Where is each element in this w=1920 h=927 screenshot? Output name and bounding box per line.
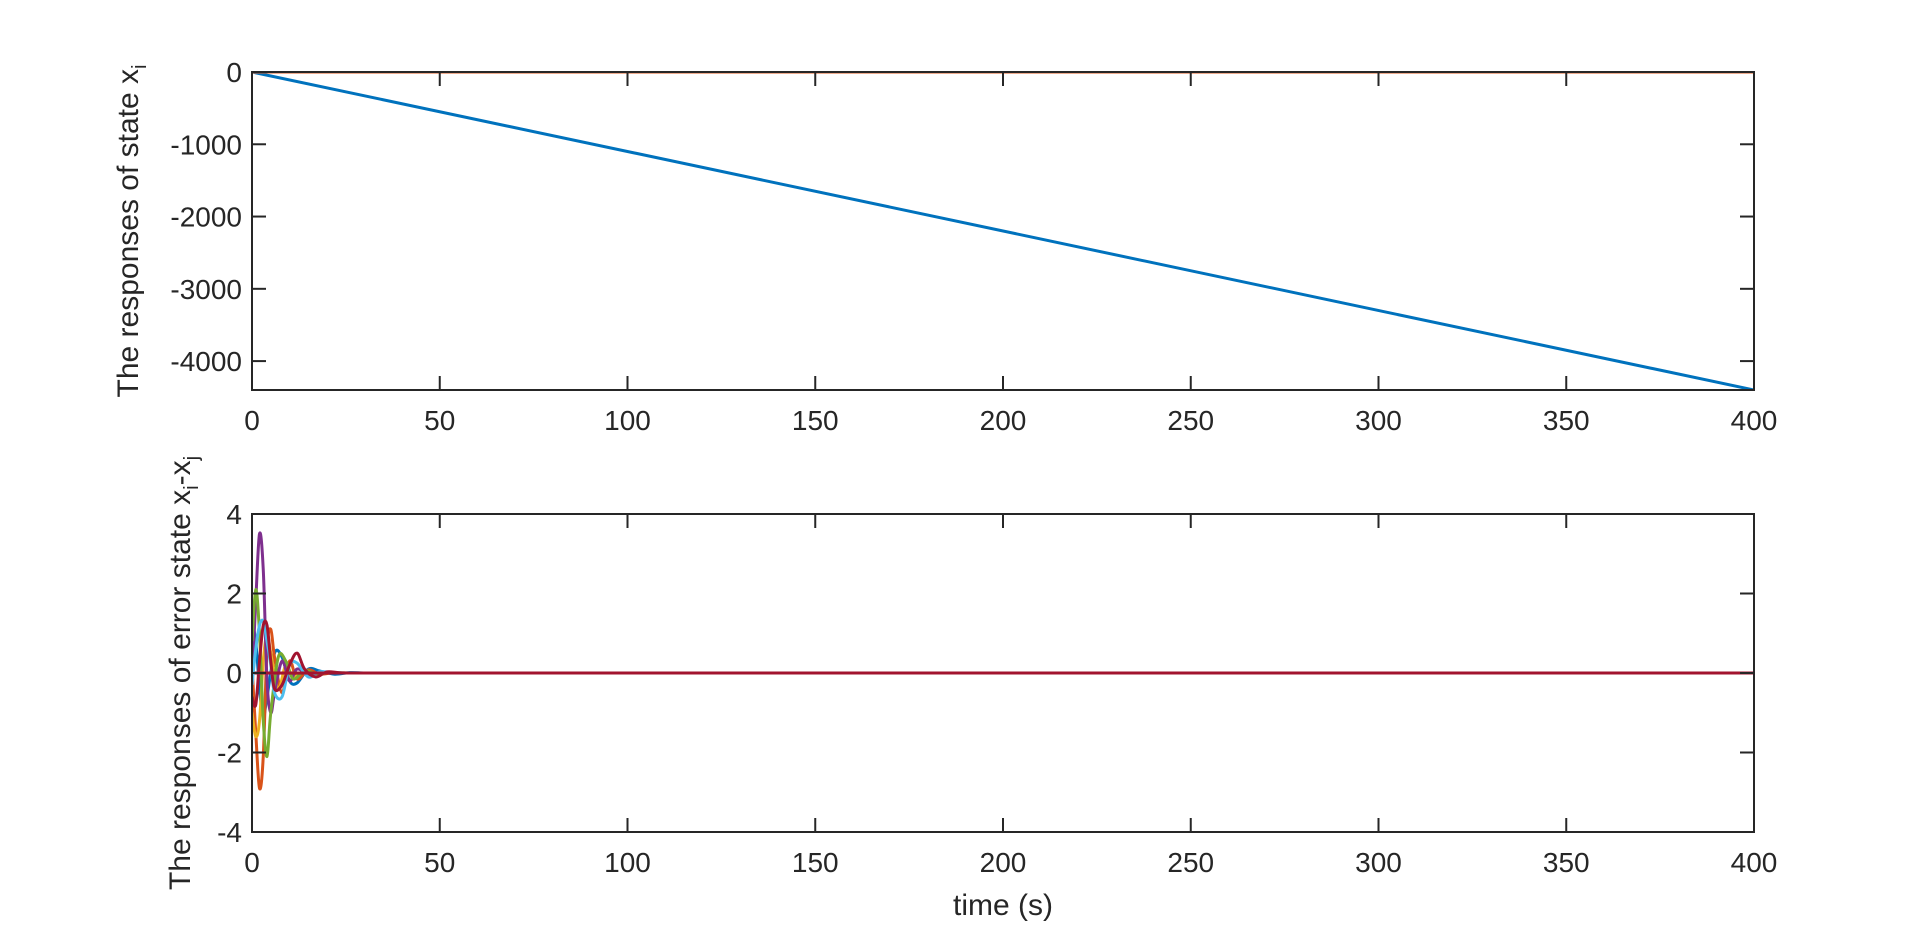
error-state-xtick-label: 150 — [792, 847, 839, 878]
error-state-ytick-label: 2 — [226, 579, 242, 610]
error-state-series-line-2 — [252, 627, 1754, 791]
state-response-axes-box — [251, 71, 1755, 391]
axes-state-responses: 0 50 100 150 200 250 300 350 400 0 -1000 -2000 -3000… — [112, 57, 1777, 436]
error-state-xtick-label: 200 — [980, 847, 1027, 878]
error-state-series-line-4 — [252, 531, 1754, 715]
error-state-xtick-label: 50 — [424, 847, 455, 878]
state-ytick-label: -1000 — [170, 129, 242, 160]
error-state-series-line-7 — [252, 619, 1754, 708]
error-state-xtick-label: 300 — [1355, 847, 1402, 878]
error-state-xtick-label: 250 — [1167, 847, 1214, 878]
state-ytick-label: 0 — [226, 57, 242, 88]
error-state-response-lines — [252, 531, 1754, 791]
state-xtick-label: 350 — [1543, 405, 1590, 436]
state-series-line-1 — [252, 72, 1754, 390]
state-xtick-label: 250 — [1167, 405, 1214, 436]
error-state-response-axes-box — [251, 513, 1755, 833]
state-xtick-label: 150 — [792, 405, 839, 436]
x-axis-label: time (s) — [953, 889, 1053, 922]
error-state-xtick-label: 0 — [244, 847, 260, 878]
error-state-series-line-6 — [252, 618, 1754, 701]
axes-error-state-responses: 0 50 100 150 200 250 300 350 400 4 2 0 -2 -4 The resp… — [164, 456, 1777, 922]
error-state-ytick-label: 4 — [226, 499, 242, 530]
error-state-xtick-label: 100 — [604, 847, 651, 878]
error-state-xtick-label: 350 — [1543, 847, 1590, 878]
state-ytick-label: -2000 — [170, 202, 242, 233]
error-state-xtick-label: 400 — [1731, 847, 1778, 878]
state-ytick-label: -3000 — [170, 274, 242, 305]
state-ytick-label: -4000 — [170, 346, 242, 377]
state-response-ticks: 0 50 100 150 200 250 300 350 400 0 -1000 -2000 -3000… — [170, 57, 1777, 436]
error-state-ytick-label: -2 — [217, 738, 242, 769]
state-response-lines — [252, 72, 1754, 390]
error-state-series-line-1 — [252, 621, 1754, 719]
state-xtick-label: 100 — [604, 405, 651, 436]
error-state-ytick-label: 0 — [226, 658, 242, 689]
state-xtick-label: 300 — [1355, 405, 1402, 436]
error-state-response-ticks: 0 50 100 150 200 250 300 350 400 4 2 0 -2 -4 — [217, 499, 1777, 878]
state-xtick-label: 0 — [244, 405, 260, 436]
error-state-ytick-label: -4 — [217, 817, 242, 848]
state-xtick-label: 400 — [1731, 405, 1778, 436]
state-xtick-label: 50 — [424, 405, 455, 436]
error-state-series-line-3 — [252, 631, 1754, 739]
state-response-ylabel: The responses of state xi — [112, 65, 151, 398]
error-state-response-ylabel: The responses of error state xi-xj — [164, 456, 203, 890]
state-xtick-label: 200 — [980, 405, 1027, 436]
